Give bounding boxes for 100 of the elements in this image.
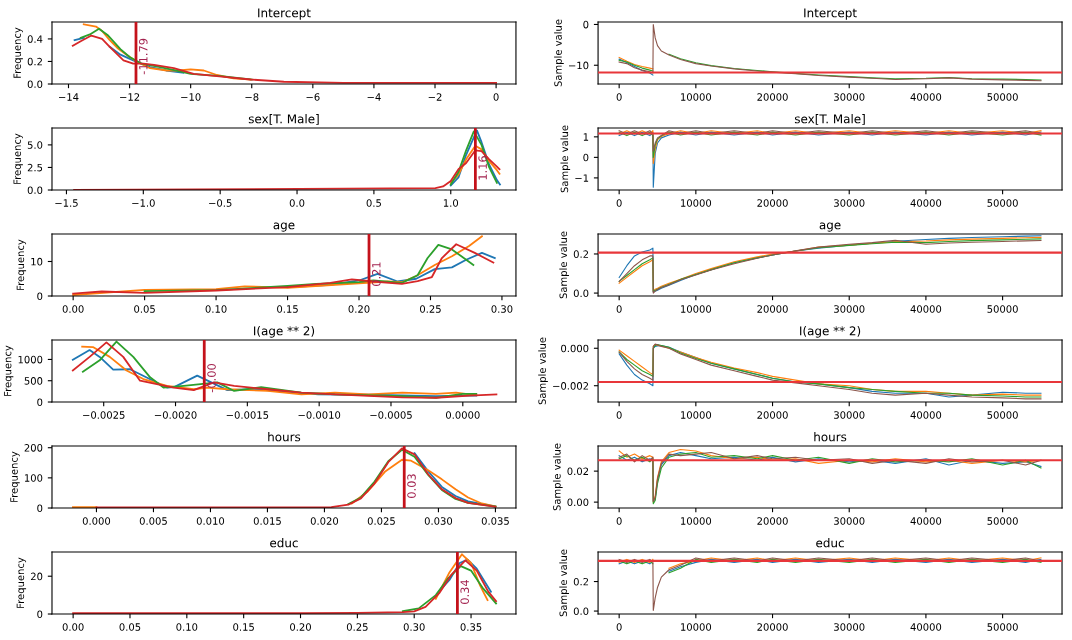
ref-line-label: 1.16 (478, 156, 487, 180)
chart-title: Intercept (258, 8, 311, 20)
line-series (449, 144, 501, 184)
x-tick-label: 0.10 (176, 623, 198, 631)
x-tick-label: −0.0025 (83, 411, 125, 419)
x-tick-label: 0.035 (481, 517, 509, 525)
y-tick-label: −10 (569, 61, 589, 70)
y-axis-title: Sample value (559, 549, 569, 617)
y-tick-label: 20 (30, 572, 43, 581)
x-tick-label: 40000 (910, 199, 942, 207)
y-tick-label: 0 (37, 398, 43, 406)
x-tick-label: 30000 (834, 93, 865, 101)
y-tick-label: 200 (24, 444, 43, 452)
line-series (618, 23, 1042, 82)
y-tick-label: 1000 (18, 355, 43, 364)
x-tick-label: 0 (616, 623, 622, 631)
x-tick-label: 10000 (681, 623, 712, 631)
x-tick-label: −10 (181, 93, 201, 101)
x-tick-label: −0.0005 (370, 411, 412, 419)
x-tick-label: 0.15 (233, 623, 254, 631)
line-series (143, 244, 475, 293)
x-tick-label: −6 (306, 93, 320, 101)
chart-title: sex[T. Male] (794, 114, 865, 125)
x-tick-label: −12 (120, 93, 140, 101)
y-tick-label: 10 (31, 257, 43, 266)
x-tick-label: 0 (616, 517, 622, 525)
line-series (618, 56, 654, 70)
y-tick-label: 0 (37, 610, 43, 618)
x-tick-label: 40000 (910, 93, 942, 101)
x-tick-label: 30000 (834, 623, 865, 631)
y-tick-label: 2.5 (27, 163, 43, 172)
x-tick-label: 50000 (987, 623, 1018, 631)
y-tick-label: 0.4 (27, 35, 43, 43)
line-series (72, 559, 497, 614)
y-tick-label: 0.2 (27, 57, 42, 66)
x-tick-label: 0.0 (289, 199, 305, 207)
x-tick-label: 30000 (834, 411, 865, 419)
x-tick-label: −1.5 (55, 199, 78, 207)
x-tick-label: 50000 (987, 93, 1018, 101)
x-tick-label: 40000 (910, 305, 942, 313)
y-tick-label: 0.2 (573, 577, 589, 586)
x-tick-label: 10000 (681, 517, 712, 525)
y-axis-title: Frequency (16, 239, 27, 290)
y-axis-title: Sample value (559, 231, 569, 299)
x-tick-label: 20000 (757, 305, 788, 313)
x-tick-label: 0 (616, 411, 622, 419)
chart-title: age (273, 222, 295, 232)
chart-title: sex[T. Male] (248, 114, 319, 125)
line-series (618, 130, 1042, 152)
x-tick-label: 0.05 (134, 305, 155, 313)
x-tick-label: 50000 (987, 305, 1018, 313)
ref-line-label: 0.21 (372, 262, 381, 286)
x-tick-label: 0 (616, 93, 622, 101)
x-tick-label: 40000 (910, 411, 942, 419)
x-tick-label: 0.010 (196, 517, 225, 525)
x-tick-label: 30000 (834, 517, 865, 525)
chart-title: age (819, 222, 841, 232)
x-tick-label: −0.0015 (226, 411, 269, 419)
x-tick-label: 0.0000 (445, 411, 480, 419)
x-tick-label: −2 (428, 93, 442, 101)
line-series (618, 58, 654, 76)
x-tick-label: 0.05 (119, 623, 141, 631)
x-tick-label: 0.00 (62, 305, 84, 313)
y-axis-title: Sample value (554, 19, 564, 87)
x-tick-label: −14 (58, 93, 79, 101)
y-tick-label: 0.0 (573, 289, 589, 298)
x-tick-label: 0.020 (310, 517, 339, 525)
x-tick-label: 0.25 (346, 623, 368, 631)
line-series (71, 34, 498, 84)
y-tick-label: 500 (24, 377, 43, 385)
x-tick-label: 40000 (910, 623, 942, 631)
chart-title: educ (816, 538, 844, 548)
chart-title: hours (268, 432, 301, 442)
chart-title: I(age ** 2) (800, 326, 861, 338)
y-tick-label: 0.000 (561, 344, 589, 353)
x-tick-label: 0 (616, 305, 622, 313)
x-tick-label: −8 (245, 93, 259, 101)
line-series (72, 243, 495, 295)
y-axis-title: Sample value (560, 125, 571, 193)
x-tick-label: 10000 (681, 93, 712, 101)
y-tick-label: 0 (37, 292, 43, 300)
y-axis-title: Sample value (552, 443, 563, 511)
x-tick-label: 0.20 (348, 305, 370, 313)
x-tick-label: 0 (493, 93, 499, 101)
x-tick-label: 40000 (910, 517, 942, 525)
x-tick-label: 0 (616, 199, 622, 207)
line-series (401, 565, 497, 613)
x-tick-label: 30000 (834, 305, 865, 313)
y-tick-label: 0.2 (573, 250, 589, 258)
x-tick-label: −0.0020 (154, 411, 197, 419)
y-tick-label: 0 (37, 504, 43, 512)
x-tick-label: 0.00 (62, 623, 84, 631)
x-tick-label: 10000 (681, 199, 712, 207)
x-tick-label: 0.35 (460, 623, 482, 631)
chart-title: hours (814, 432, 847, 442)
chart-title: Intercept (804, 8, 857, 20)
x-tick-label: 20000 (757, 411, 788, 419)
x-tick-label: 0.015 (253, 517, 281, 525)
x-tick-label: 0.030 (424, 517, 453, 525)
x-tick-label: 1.0 (443, 199, 459, 207)
